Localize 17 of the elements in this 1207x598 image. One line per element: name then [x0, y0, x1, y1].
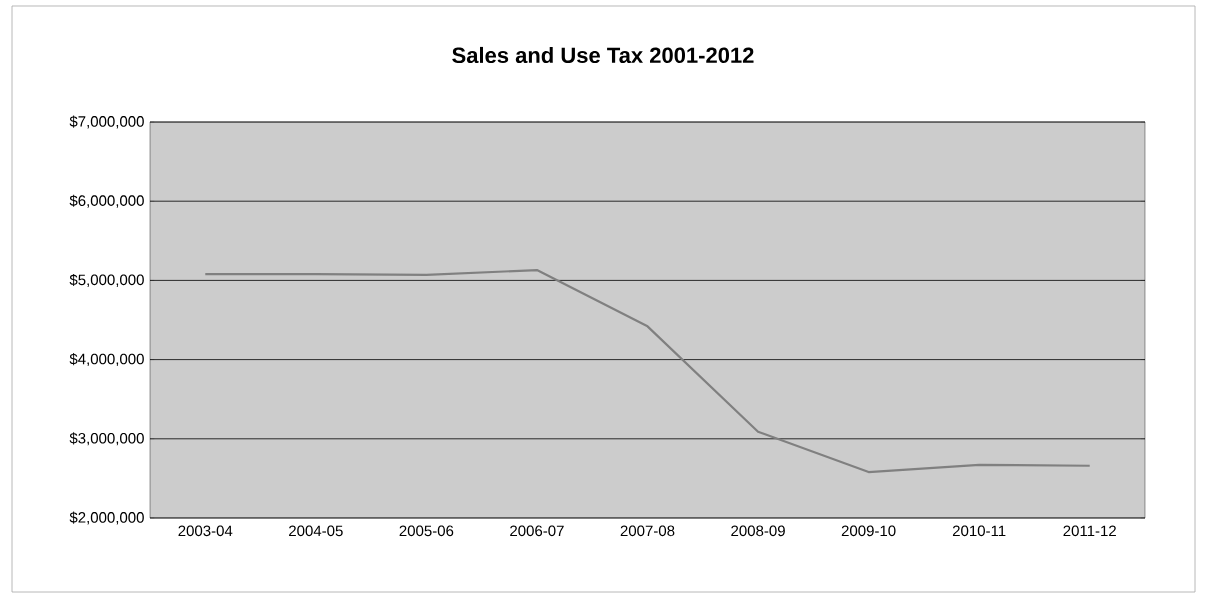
x-tick-label: 2004-05	[289, 525, 343, 537]
chart-title: Sales and Use Tax 2001-2012	[452, 46, 754, 64]
x-tick-label: 2006-07	[510, 525, 564, 537]
x-tick-label: 2010-11	[952, 525, 1006, 537]
x-tick-label: 2008-09	[731, 525, 785, 537]
line-series	[204, 269, 1091, 474]
y-tick-label: $7,000,000	[69, 115, 144, 129]
y-tick-label: $3,000,000	[69, 432, 144, 446]
y-tick-label: $5,000,000	[69, 273, 144, 287]
x-tick-label: 2011-12	[1063, 525, 1116, 537]
x-tick-label: 2003-04	[178, 525, 233, 537]
x-tick-label: 2005-06	[399, 525, 454, 537]
y-tick-label: $4,000,000	[69, 353, 144, 367]
y-tick-label: $2,000,000	[69, 511, 144, 525]
y-tick-label: $6,000,000	[69, 194, 144, 208]
x-tick-label: 2009-10	[841, 525, 896, 537]
x-tick-label: 2007-08	[620, 525, 675, 537]
